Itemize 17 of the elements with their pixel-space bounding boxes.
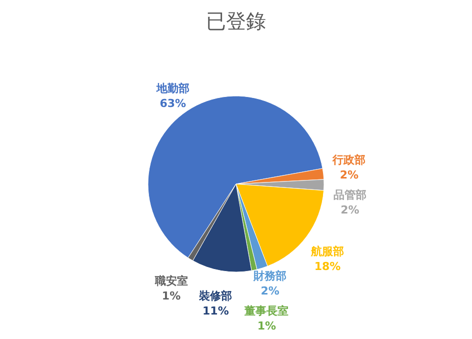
slice-label: 地勤部 <box>155 82 190 96</box>
chart-title: 已登錄 <box>206 9 266 33</box>
data-label: 1% <box>162 290 181 303</box>
data-label: 2% <box>340 168 359 182</box>
slice-label: 董事長室 <box>244 304 289 318</box>
data-label: 18% <box>314 260 341 273</box>
data-label: 11% <box>202 304 229 318</box>
slice-label: 品管部 <box>333 188 366 202</box>
data-label: 63% <box>160 97 186 110</box>
slice-label: 航服部 <box>310 244 344 258</box>
slice-label: 職安室 <box>154 274 188 288</box>
slice-label: 裝修部 <box>198 289 232 302</box>
slice-label: 財務部 <box>252 270 287 283</box>
data-label: 2% <box>260 284 280 298</box>
data-label: 1% <box>257 320 276 333</box>
data-label: 2% <box>340 204 360 217</box>
slice-label: 行政部 <box>332 154 366 167</box>
